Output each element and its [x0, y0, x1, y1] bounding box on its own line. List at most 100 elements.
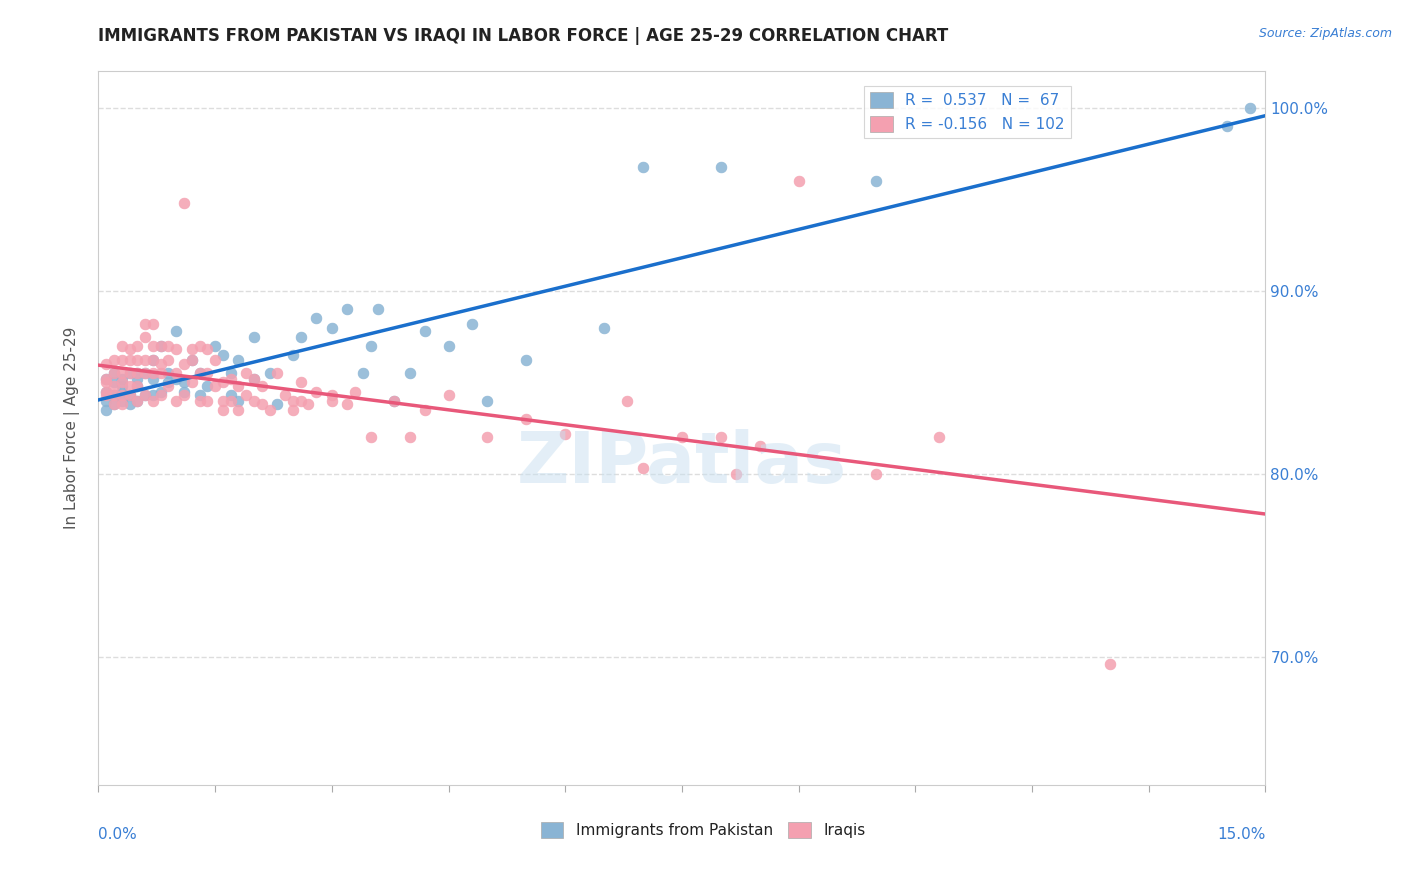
Point: [250, 379, 273, 393]
Point: [142, 388, 165, 402]
Point: [173, 196, 195, 211]
Point: [111, 353, 134, 368]
Point: [188, 366, 211, 380]
Point: [235, 388, 257, 402]
Point: [188, 339, 211, 353]
Point: [134, 317, 156, 331]
Legend: R =  0.537   N =  67, R = -0.156   N = 102: R = 0.537 N = 67, R = -0.156 N = 102: [865, 87, 1071, 138]
Point: [1098, 657, 1121, 672]
Point: [305, 311, 328, 326]
Point: [111, 388, 134, 402]
Point: [219, 388, 242, 402]
Point: [1215, 120, 1237, 134]
Point: [118, 366, 141, 380]
Point: [281, 393, 304, 408]
Point: [118, 397, 141, 411]
Point: [157, 339, 180, 353]
Point: [212, 393, 235, 408]
Point: [219, 366, 242, 380]
Point: [710, 160, 733, 174]
Point: [290, 376, 312, 390]
Point: [212, 402, 235, 417]
Point: [398, 366, 420, 380]
Point: [149, 339, 172, 353]
Point: [111, 372, 134, 386]
Point: [195, 379, 218, 393]
Point: [243, 393, 266, 408]
Point: [111, 393, 134, 408]
Point: [321, 320, 343, 334]
Point: [382, 393, 405, 408]
Point: [142, 353, 165, 368]
Point: [250, 397, 273, 411]
Point: [149, 357, 172, 371]
Point: [228, 353, 250, 368]
Point: [111, 384, 134, 399]
Point: [103, 353, 125, 368]
Point: [180, 353, 202, 368]
Point: [274, 388, 297, 402]
Point: [437, 339, 460, 353]
Point: [243, 372, 266, 386]
Point: [259, 366, 281, 380]
Point: [96, 372, 118, 386]
Point: [165, 343, 187, 357]
Point: [134, 329, 156, 343]
Point: [111, 339, 134, 353]
Point: [865, 174, 887, 188]
Point: [360, 339, 382, 353]
Point: [127, 366, 149, 380]
Point: [157, 376, 180, 390]
Point: [127, 379, 149, 393]
Point: [127, 339, 149, 353]
Point: [281, 348, 304, 362]
Point: [515, 412, 537, 426]
Point: [787, 174, 810, 188]
Point: [103, 366, 125, 380]
Point: [103, 379, 125, 393]
Point: [96, 384, 118, 399]
Point: [157, 366, 180, 380]
Point: [554, 426, 576, 441]
Point: [188, 388, 211, 402]
Point: [290, 393, 312, 408]
Point: [111, 379, 134, 393]
Point: [631, 160, 654, 174]
Point: [204, 339, 226, 353]
Point: [204, 379, 226, 393]
Point: [127, 379, 149, 393]
Point: [96, 393, 118, 408]
Point: [593, 320, 616, 334]
Point: [336, 302, 359, 317]
Point: [195, 343, 218, 357]
Point: [180, 376, 202, 390]
Point: [321, 393, 343, 408]
Point: [134, 366, 156, 380]
Point: [180, 353, 202, 368]
Point: [204, 353, 226, 368]
Point: [235, 366, 257, 380]
Point: [134, 388, 156, 402]
Point: [165, 393, 187, 408]
Point: [96, 384, 118, 399]
Point: [142, 393, 165, 408]
Point: [367, 302, 389, 317]
Point: [157, 379, 180, 393]
Point: [165, 324, 187, 338]
Point: [195, 393, 218, 408]
Point: [382, 393, 405, 408]
Point: [173, 384, 195, 399]
Point: [127, 366, 149, 380]
Point: [748, 440, 770, 454]
Text: IMMIGRANTS FROM PAKISTAN VS IRAQI IN LABOR FORCE | AGE 25-29 CORRELATION CHART: IMMIGRANTS FROM PAKISTAN VS IRAQI IN LAB…: [98, 27, 949, 45]
Text: 15.0%: 15.0%: [1218, 827, 1265, 841]
Point: [266, 397, 288, 411]
Point: [228, 379, 250, 393]
Point: [243, 372, 266, 386]
Point: [142, 372, 165, 386]
Point: [281, 402, 304, 417]
Point: [173, 376, 195, 390]
Text: ZIPatlas: ZIPatlas: [517, 429, 846, 499]
Point: [616, 393, 638, 408]
Point: [165, 366, 187, 380]
